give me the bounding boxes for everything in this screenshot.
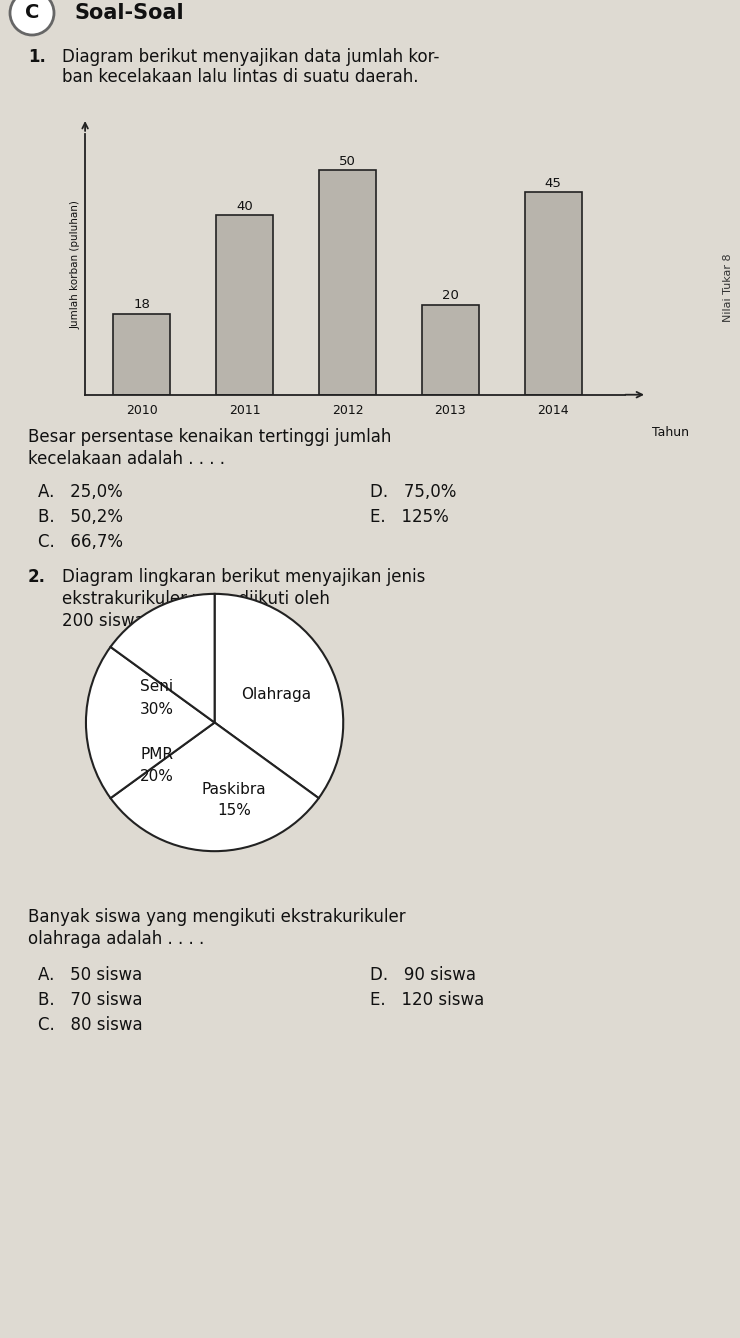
Text: 50: 50 bbox=[339, 154, 356, 167]
Text: Olahraga: Olahraga bbox=[241, 686, 312, 701]
Text: 15%: 15% bbox=[217, 803, 251, 818]
Text: 45: 45 bbox=[545, 177, 562, 190]
Bar bbox=[422, 305, 479, 395]
Text: 2.: 2. bbox=[28, 569, 46, 586]
Text: Paskibra: Paskibra bbox=[201, 781, 266, 797]
Text: A.   25,0%: A. 25,0% bbox=[38, 483, 123, 500]
Text: ekstrakurikuler yang diikuti oleh: ekstrakurikuler yang diikuti oleh bbox=[62, 590, 330, 607]
Wedge shape bbox=[110, 723, 319, 851]
Text: B.   70 siswa: B. 70 siswa bbox=[38, 991, 143, 1009]
Text: D.   75,0%: D. 75,0% bbox=[370, 483, 457, 500]
Text: PMR: PMR bbox=[140, 747, 173, 763]
Wedge shape bbox=[215, 594, 343, 799]
Bar bbox=[525, 193, 582, 395]
Text: 30%: 30% bbox=[140, 702, 174, 717]
Text: Besar persentase kenaikan tertinggi jumlah: Besar persentase kenaikan tertinggi juml… bbox=[28, 428, 391, 446]
Text: ban kecelakaan lalu lintas di suatu daerah.: ban kecelakaan lalu lintas di suatu daer… bbox=[62, 68, 419, 86]
Wedge shape bbox=[110, 594, 215, 723]
Text: kecelakaan adalah . . . .: kecelakaan adalah . . . . bbox=[28, 450, 225, 468]
Text: C.   66,7%: C. 66,7% bbox=[38, 533, 123, 551]
Text: E.   120 siswa: E. 120 siswa bbox=[370, 991, 484, 1009]
Text: B.   50,2%: B. 50,2% bbox=[38, 508, 123, 526]
Text: Diagram berikut menyajikan data jumlah kor-: Diagram berikut menyajikan data jumlah k… bbox=[62, 48, 440, 66]
Text: C.   80 siswa: C. 80 siswa bbox=[38, 1016, 143, 1034]
Text: Banyak siswa yang mengikuti ekstrakurikuler: Banyak siswa yang mengikuti ekstrakuriku… bbox=[28, 909, 406, 926]
Text: D.   90 siswa: D. 90 siswa bbox=[370, 966, 476, 983]
Text: Seni: Seni bbox=[140, 678, 173, 694]
Text: 18: 18 bbox=[133, 298, 150, 312]
Text: 20: 20 bbox=[442, 289, 459, 302]
Text: olahraga adalah . . . .: olahraga adalah . . . . bbox=[28, 930, 204, 949]
Text: 40: 40 bbox=[236, 199, 253, 213]
Wedge shape bbox=[86, 646, 215, 799]
Text: Tahun: Tahun bbox=[653, 425, 690, 439]
Bar bbox=[216, 215, 273, 395]
Bar bbox=[319, 170, 376, 395]
Text: C: C bbox=[25, 4, 39, 23]
Text: Nilai Tukar 8: Nilai Tukar 8 bbox=[723, 254, 733, 322]
Bar bbox=[113, 313, 170, 395]
Text: Diagram lingkaran berikut menyajikan jenis: Diagram lingkaran berikut menyajikan jen… bbox=[62, 569, 426, 586]
Text: 200 siswa.: 200 siswa. bbox=[62, 611, 150, 630]
Text: E.   125%: E. 125% bbox=[370, 508, 448, 526]
Y-axis label: Jumlah korban (puluhan): Jumlah korban (puluhan) bbox=[71, 199, 81, 329]
Text: A.   50 siswa: A. 50 siswa bbox=[38, 966, 142, 983]
Circle shape bbox=[10, 0, 54, 35]
Text: Soal-Soal: Soal-Soal bbox=[75, 3, 184, 23]
Text: 20%: 20% bbox=[140, 769, 174, 784]
Text: 1.: 1. bbox=[28, 48, 46, 66]
